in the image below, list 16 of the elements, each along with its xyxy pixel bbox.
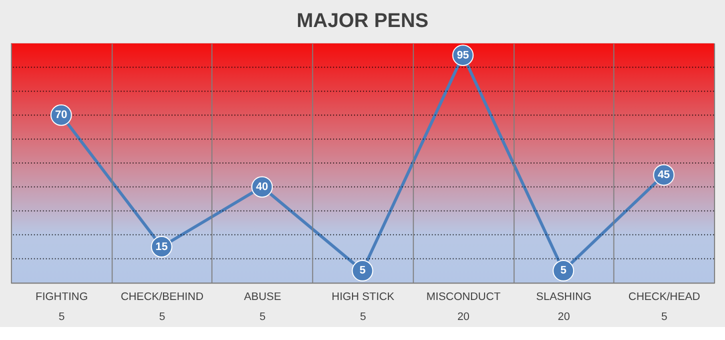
x-tick-label: CHECK/BEHIND 5 — [120, 291, 204, 324]
chart-title: MAJOR PENS — [296, 10, 428, 32]
x-tick-label: CHECK/HEAD 5 — [628, 291, 700, 324]
x-tick-label: MISCONDUCT 20 — [426, 291, 501, 324]
data-label: 5 — [560, 264, 566, 277]
data-label: 40 — [256, 180, 268, 193]
x-tick-label: HIGH STICK 5 — [332, 291, 396, 324]
data-label: 5 — [359, 264, 366, 277]
data-label: 70 — [55, 109, 68, 122]
data-label: 15 — [156, 240, 168, 253]
x-tick-label: SLASHING 20 — [536, 291, 592, 324]
data-label: 45 — [658, 168, 670, 181]
x-tick-label: ABUSE 5 — [244, 291, 282, 324]
data-label: 95 — [456, 49, 470, 62]
point — [352, 260, 374, 282]
x-tick-label: FIGHTING 5 — [36, 291, 88, 324]
